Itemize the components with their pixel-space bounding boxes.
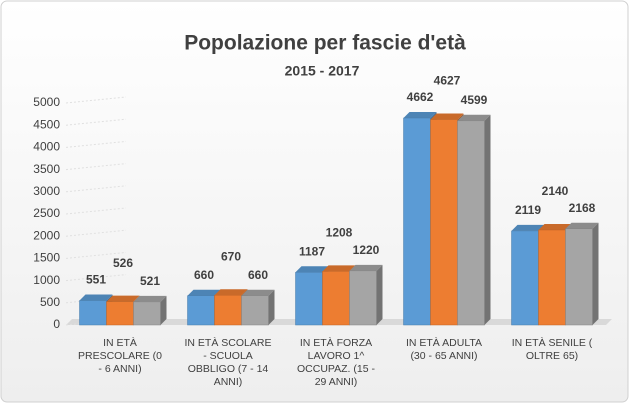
bar-top	[295, 266, 329, 273]
bar-top	[133, 295, 167, 302]
data-label: 2119	[515, 203, 541, 217]
data-label: 4599	[461, 93, 488, 107]
bar-top	[187, 289, 221, 296]
data-label: 2168	[569, 201, 596, 215]
bar-side	[160, 295, 167, 325]
bar-side	[376, 264, 383, 325]
x-tick-label: IN ETÀ ADULTA	[406, 336, 482, 349]
bar	[322, 271, 350, 326]
data-label: 660	[248, 268, 268, 282]
data-label: 526	[113, 256, 133, 270]
bar-top	[538, 223, 572, 230]
y-tick-label: 0	[53, 317, 60, 331]
bar-side	[484, 114, 491, 325]
bar	[538, 229, 566, 326]
data-label: 1208	[326, 226, 353, 240]
bar	[79, 300, 107, 326]
bar	[106, 301, 134, 326]
data-label: 2140	[542, 184, 569, 198]
bar	[214, 295, 242, 326]
y-tick-label: 5000	[33, 95, 60, 109]
bar-top	[349, 264, 383, 271]
bar	[457, 120, 485, 326]
x-tick-label: IN ETÀ FORZA	[300, 336, 372, 349]
y-tick-label: 1500	[33, 251, 60, 265]
data-label: 660	[194, 268, 214, 282]
x-tick-label: PRESCOLARE (0	[78, 350, 162, 362]
bar	[133, 301, 161, 326]
x-tick-label: IN ETÀ	[103, 336, 137, 349]
y-tick-label: 1000	[33, 273, 60, 287]
bar-top	[241, 289, 275, 296]
x-tick-label: 29 ANNI)	[315, 376, 358, 388]
chart-title: Popolazione per fascie d'età	[184, 32, 466, 55]
x-tick-label: ANNI)	[214, 376, 243, 388]
y-tick-label: 4500	[33, 117, 60, 131]
y-tick-label: 500	[40, 295, 60, 309]
x-tick-label: IN ETÀ SENILE (	[512, 336, 593, 349]
data-label: 4627	[434, 74, 461, 88]
x-tick-label: (30 - 65 ANNI)	[410, 350, 477, 362]
bar	[403, 117, 431, 326]
bar	[187, 295, 215, 326]
y-tick-label: 3000	[33, 184, 60, 198]
bar	[295, 272, 323, 326]
data-label: 4662	[407, 90, 434, 104]
data-label: 551	[86, 273, 106, 287]
bar-side	[268, 289, 275, 325]
x-tick-label: OCCUPAZ. (15 -	[297, 363, 375, 375]
bar	[241, 295, 269, 326]
bar-top	[457, 114, 491, 121]
x-tick-label: - 6 ANNI)	[98, 363, 141, 375]
x-tick-label: IN ETÀ SCOLARE	[185, 336, 272, 349]
x-tick-label: LAVORO 1^	[308, 350, 365, 362]
data-label: 1187	[299, 244, 325, 258]
y-tick-label: 4000	[33, 140, 60, 154]
bar	[349, 270, 377, 326]
x-tick-label: - SCUOLA	[203, 350, 253, 362]
y-tick-label: 3500	[33, 162, 60, 176]
bar	[430, 119, 458, 326]
bar-top	[79, 294, 113, 301]
x-tick-label: OBBLIGO (7 - 14	[188, 363, 269, 375]
bar-top	[511, 224, 545, 231]
bar	[565, 228, 593, 326]
data-label: 670	[221, 249, 241, 263]
data-label: 521	[140, 274, 160, 288]
bar-top	[430, 113, 464, 120]
chart-subtitle: 2015 - 2017	[285, 63, 360, 79]
y-tick-label: 2000	[33, 228, 60, 242]
bar-top	[322, 265, 356, 272]
y-tick-label: 2500	[33, 206, 60, 220]
bar-top	[403, 112, 437, 119]
bar	[511, 230, 539, 326]
x-tick-label: OLTRE 65)	[526, 350, 578, 362]
bar-top	[565, 222, 599, 229]
data-label: 1220	[353, 243, 380, 257]
bar-side	[592, 222, 599, 325]
bar-top	[106, 295, 140, 302]
bar-top	[214, 289, 248, 296]
